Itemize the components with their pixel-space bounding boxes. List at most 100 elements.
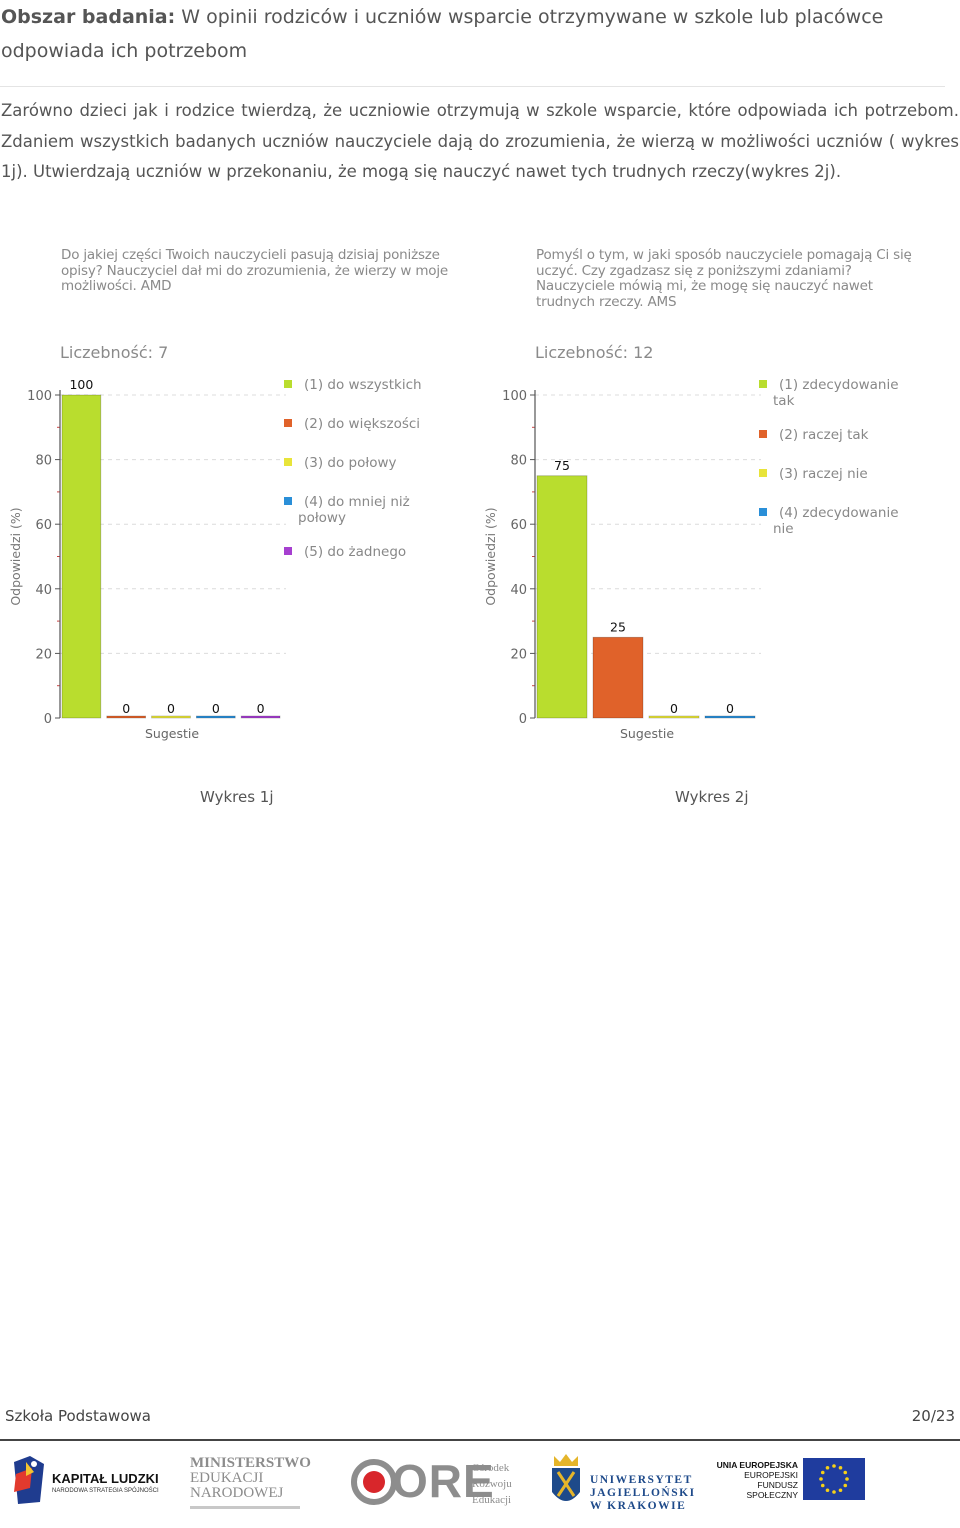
logo-strip: KAPITAŁ LUDZKI NARODOWA STRATEGIA SPÓJNO… (0, 1446, 960, 1528)
ore-line-3: Edukacji (472, 1494, 512, 1506)
men-line-3: NARODOWEJ (190, 1485, 284, 1501)
eu-star (843, 1483, 848, 1488)
legend-label: (5) do żadnego (304, 544, 406, 560)
bar-value-label: 0 (212, 701, 220, 716)
eu-star (843, 1470, 848, 1475)
uj-line-1: UNIWERSYTET (590, 1474, 693, 1486)
eu-star (820, 1483, 825, 1488)
legend-label: (2) do większości (304, 416, 420, 432)
men-line-2: EDUKACJI (190, 1470, 264, 1486)
chart-2j: Pomyśl o tym, w jaki sposób nauczyciele … (475, 240, 945, 750)
bar (61, 394, 102, 719)
bar (704, 715, 756, 719)
legend-swatch (284, 419, 292, 427)
page-number: 20/23 (911, 1407, 955, 1425)
eu-flag-icon (803, 1458, 865, 1500)
chart-question: Pomyśl o tym, w jaki sposób nauczyciele … (536, 247, 912, 310)
bar-value-label: 100 (69, 377, 93, 392)
chart-svg: 0 20 40 60 80 100 Odpowiedzi (%) 75 25 0 0 Sugestie… (483, 377, 899, 741)
chart-svg: 0 20 40 60 80 100 Odpowiedzi (%) 100 0 0 0 0 Sugesti… (8, 377, 422, 741)
kapital-ludzki-title: KAPITAŁ LUDZKI (52, 1471, 159, 1486)
legend-swatch (284, 458, 292, 466)
bar-value-label: 75 (554, 458, 570, 473)
eu-star (825, 1488, 830, 1493)
legend-label: (1) do wszystkich (304, 377, 422, 393)
eu-line-2: EUROPEJSKI (744, 1470, 798, 1480)
legend-swatch (759, 380, 767, 388)
bar (195, 715, 236, 719)
x-axis-label: Sugestie (620, 726, 674, 741)
legend-label: (3) do połowy (304, 455, 397, 471)
men-logo: MINISTERSTWO EDUKACJI NARODOWEJ (190, 1456, 311, 1516)
eu-star (820, 1470, 825, 1475)
ore-logo: ORE Ośrodek Rozwoju Edukacji (350, 1455, 530, 1514)
y-tick-label: 20 (510, 647, 527, 662)
uj-line-2: JAGIELLOŃSKI (590, 1487, 696, 1499)
y-tick-label: 40 (35, 583, 52, 598)
y-axis-label: Odpowiedzi (%) (8, 507, 23, 605)
uj-crest-icon (552, 1454, 580, 1501)
x-axis-label: Sugestie (145, 726, 199, 741)
eu-star (832, 1464, 836, 1468)
ore-line-2: Rozwoju (472, 1478, 512, 1490)
y-tick-label: 80 (510, 454, 527, 469)
ore-line-1: Ośrodek (472, 1462, 510, 1474)
section-title-label: Obszar badania: (1, 6, 176, 28)
ore-wordmark: ORE (392, 1455, 495, 1507)
eu-star (832, 1490, 836, 1494)
bar (536, 475, 588, 719)
y-axis-label: Odpowiedzi (%) (483, 507, 498, 605)
kapital-ludzki-logo: KAPITAŁ LUDZKI NARODOWA STRATEGIA SPÓJNO… (10, 1454, 170, 1510)
bar-value-label: 0 (670, 701, 678, 716)
kapital-ludzki-subtitle: NARODOWA STRATEGIA SPÓJNOŚCI (52, 1488, 159, 1494)
legend-swatch (284, 497, 292, 505)
eu-star (819, 1477, 823, 1481)
y-tick-label: 100 (27, 389, 52, 404)
bar-value-label: 0 (167, 701, 175, 716)
bar-value-label: 0 (257, 701, 265, 716)
eu-logo: UNIA EUROPEJSKA EUROPEJSKI FUNDUSZ SPOŁE… (706, 1458, 876, 1514)
bar-value-label: 0 (122, 701, 130, 716)
bar (151, 715, 191, 719)
legend-label: (2) raczej tak (779, 427, 869, 443)
intro-paragraph: Zarówno dzieci jak i rodzice twierdzą, ż… (1, 101, 959, 181)
uj-logo: UNIWERSYTET JAGIELLOŃSKI W KRAKOWIE (548, 1452, 694, 1516)
bar (648, 715, 700, 719)
ore-circle-icon (351, 1459, 397, 1505)
legend-swatch (759, 469, 767, 477)
bar-value-label: 0 (726, 701, 734, 716)
eu-star (825, 1465, 830, 1470)
eu-star (845, 1477, 849, 1481)
chart-question: Do jakiej części Twoich nauczycieli pasu… (61, 247, 448, 294)
chart-1j: Do jakiej części Twoich nauczycieli pasu… (0, 240, 470, 750)
legend-swatch (284, 547, 292, 555)
legend-swatch (759, 430, 767, 438)
kapital-ludzki-emblem-icon (14, 1456, 44, 1504)
section-title: Obszar badania: W opinii rodziców i uczn… (1, 0, 951, 68)
chart-count: Liczebność: 12 (535, 343, 654, 362)
chart-count: Liczebność: 7 (60, 343, 169, 362)
y-tick-label: 20 (35, 647, 52, 662)
bar (106, 715, 147, 719)
y-tick-label: 0 (519, 712, 527, 727)
uj-line-3: W KRAKOWIE (590, 1500, 687, 1512)
eu-star (838, 1465, 843, 1470)
y-tick-label: 60 (510, 518, 527, 533)
legend-label: (3) raczej nie (779, 466, 868, 482)
footer-school: Szkoła Podstawowa (5, 1407, 151, 1425)
legend-label: (1) zdecydowanie tak (773, 377, 899, 409)
chart-caption-2: Wykres 2j (675, 788, 749, 806)
bar-value-label: 25 (610, 619, 626, 634)
legend-swatch (759, 508, 767, 516)
divider (0, 86, 945, 87)
y-tick-label: 60 (35, 518, 52, 533)
chart-caption-1: Wykres 1j (200, 788, 274, 806)
y-tick-label: 80 (35, 454, 52, 469)
eu-line-3: FUNDUSZ SPOŁECZNY (746, 1480, 799, 1500)
y-tick-label: 0 (44, 712, 52, 727)
legend-label: (4) zdecydowanie nie (773, 505, 899, 537)
legend-swatch (284, 380, 292, 388)
legend-label: (4) do mniej niż połowy (298, 494, 410, 526)
y-tick-label: 100 (502, 389, 527, 404)
eu-line-1: UNIA EUROPEJSKA (716, 1460, 798, 1470)
